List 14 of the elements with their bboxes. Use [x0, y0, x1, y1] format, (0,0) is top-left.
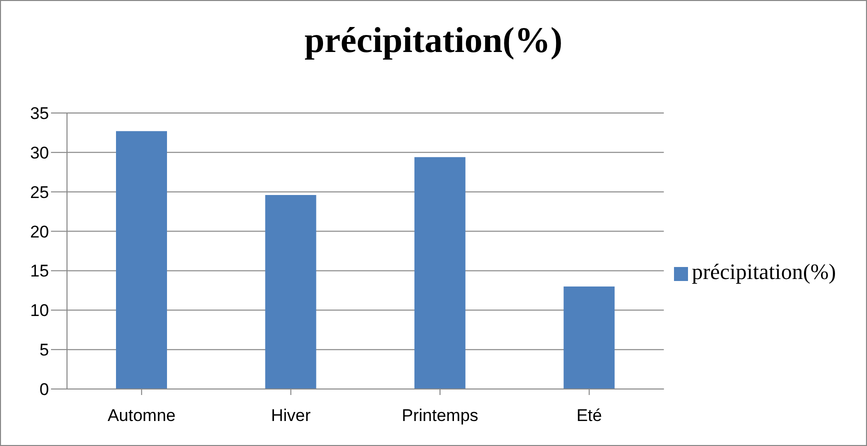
x-tick-label: Eté [576, 406, 602, 426]
x-tick-label: Hiver [270, 406, 311, 426]
chart-title: précipitation(%) [304, 19, 564, 61]
x-tick-label: Automne [108, 406, 176, 426]
y-tick-label: 30 [30, 143, 49, 162]
y-tick-label: 0 [40, 380, 49, 400]
y-tick-label: 25 [30, 182, 49, 202]
y-tick-label: 15 [30, 262, 49, 281]
legend-label: précipitation(%) [692, 259, 836, 284]
y-tick-label: 20 [30, 222, 49, 242]
y-tick-label: 5 [40, 340, 49, 360]
y-tick-label: 35 [30, 104, 49, 124]
y-tick-label: 10 [30, 301, 49, 320]
x-tick-label: Printemps [402, 406, 478, 426]
